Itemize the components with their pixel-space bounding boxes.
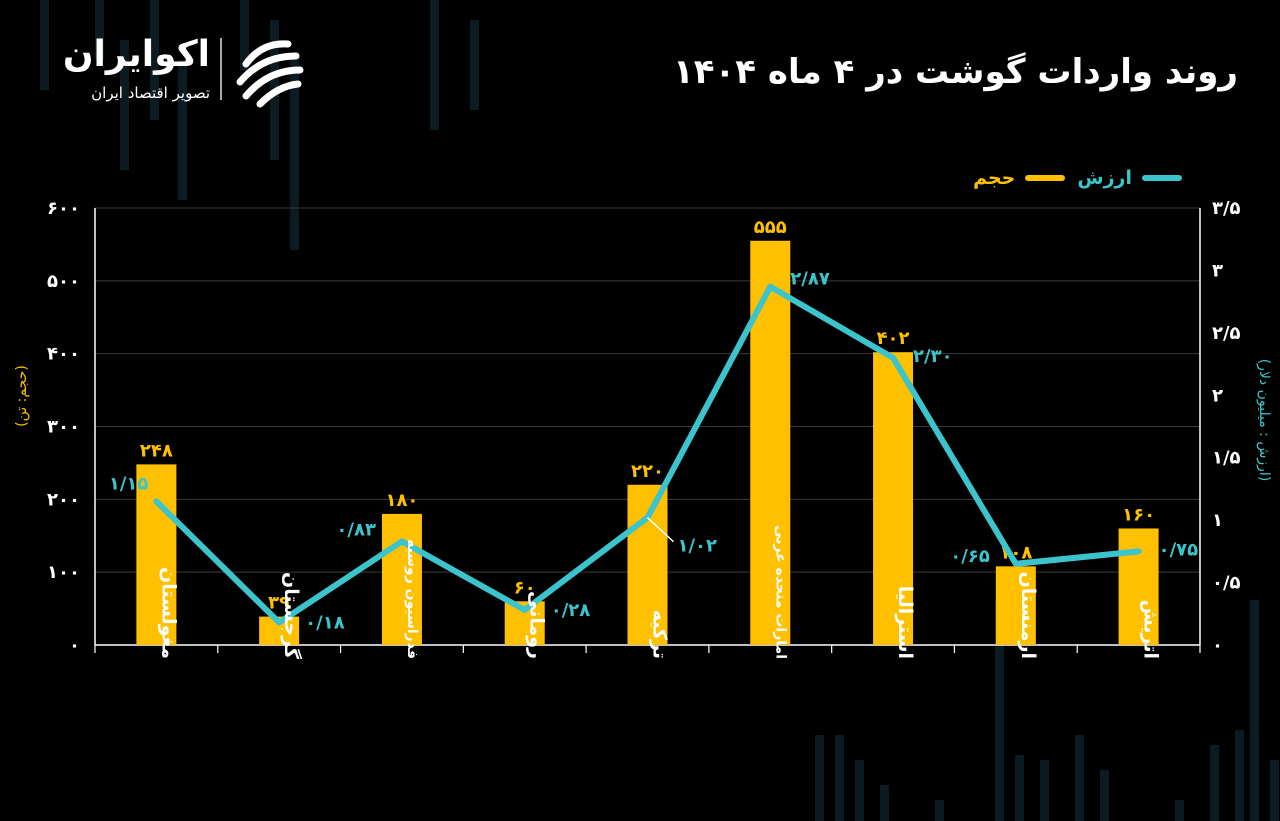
line-value-label: ۰/۶۵ [950, 546, 990, 567]
x-category-label: ترکیه [649, 610, 671, 659]
bar [873, 352, 914, 645]
deco-candle [995, 600, 1004, 821]
deco-candle [178, 60, 187, 200]
line-value-label: ۱/۱۵ [109, 473, 149, 494]
brand-tagline: تصویر اقتصاد ایران [91, 84, 210, 102]
x-category-label: اتریش [1140, 600, 1162, 659]
y-tick-label: ۶۰۰ [47, 198, 80, 219]
deco-candle [1015, 755, 1024, 821]
y-tick-label: ۱۰۰ [47, 562, 80, 583]
x-category-label: استرالیا [894, 586, 916, 659]
deco-candle [430, 0, 439, 130]
deco-candle [95, 0, 104, 60]
bar-value-label: ۲۲۰ [631, 461, 664, 482]
bar [136, 464, 177, 645]
bar-value-label: ۲۴۸ [140, 440, 173, 461]
line-value-label: ۰/۸۳ [336, 519, 376, 540]
deco-candle [835, 735, 844, 821]
bar-value-label: ۶۰ [514, 577, 536, 598]
deco-candle [470, 20, 479, 110]
line-value-label: ۲/۸۷ [790, 269, 830, 290]
legend-item-volume: حجم [973, 167, 1066, 189]
y2-tick-label: ۲ [1212, 385, 1223, 406]
x-category-label: امارات متحده عربی [772, 525, 788, 659]
y2-tick-label: ۲/۵ [1212, 323, 1241, 344]
chart-legend: ارزش حجم [973, 164, 1182, 192]
deco-candle [120, 40, 129, 170]
bar-value-label: ۴۰۲ [877, 328, 910, 349]
brand-name: اکوایران [62, 34, 210, 75]
y2-tick-label: ۱/۵ [1212, 448, 1241, 469]
legend-swatch-line [1142, 175, 1182, 181]
x-category-label: فدراسیون روسیه [404, 539, 420, 659]
deco-candle [1250, 600, 1259, 821]
label-leader-line [646, 517, 675, 543]
x-category-label: رومانی [526, 591, 548, 659]
legend-label-value: ارزش [1077, 167, 1132, 189]
line-value-label: ۰/۲۸ [551, 600, 591, 621]
deco-candle [935, 800, 944, 821]
y2-tick-label: ۱ [1212, 510, 1223, 531]
y2-tick-label: ۳/۵ [1212, 198, 1241, 219]
deco-candle [150, 0, 159, 120]
deco-candle [1175, 800, 1184, 821]
deco-candle [1040, 760, 1049, 821]
bar [995, 566, 1036, 645]
y2-tick-label: ۰/۵ [1212, 573, 1241, 594]
y-tick-label: ۵۰۰ [47, 271, 80, 292]
line-value-label: ۰/۷۵ [1159, 539, 1199, 560]
y2-tick-label: ۳ [1212, 260, 1223, 281]
legend-swatch-bar [1025, 175, 1066, 181]
deco-candle [1270, 760, 1279, 821]
deco-candle [880, 785, 889, 821]
bar [1118, 528, 1159, 645]
deco-candle [815, 735, 824, 821]
chart-title: روند واردات گوشت در ۴ ماه ۱۴۰۴ [673, 52, 1238, 92]
brand-logo: اکوایران تصویر اقتصاد ایران [50, 34, 310, 110]
deco-candle [1210, 745, 1219, 821]
line-value-label: ۲/۳۰ [913, 346, 953, 367]
y-tick-label: ۰ [69, 635, 80, 656]
deco-candle [855, 760, 864, 821]
bar-value-label: ۵۵۵ [754, 217, 787, 238]
x-category-label: گرجستان [280, 572, 303, 660]
legend-label-volume: حجم [973, 167, 1016, 189]
deco-candle [290, 60, 299, 250]
logo-divider [220, 38, 222, 100]
y-tick-label: ۳۰۰ [47, 417, 80, 438]
bar-value-label: ۳۹ [268, 593, 290, 614]
deco-candle [1075, 735, 1084, 821]
y-axis-title: (حجم: تن) [14, 365, 30, 427]
y2-axis-title: (ارزش : میلیون دلار) [1256, 359, 1272, 482]
bar [381, 513, 422, 645]
y-tick-label: ۴۰۰ [47, 344, 80, 365]
bar-value-label: ۱۸۰ [385, 490, 418, 511]
y2-tick-label: ۰ [1212, 635, 1223, 656]
deco-candle [1235, 730, 1244, 821]
deco-candle [240, 0, 249, 70]
line-value-label: ۰/۱۸ [305, 613, 345, 634]
deco-candle [1100, 770, 1109, 821]
legend-item-value: ارزش [1077, 167, 1182, 189]
line-value-label: ۱/۰۲ [678, 536, 718, 557]
deco-candle [40, 0, 49, 90]
bar-value-label: ۱۶۰ [1122, 504, 1155, 525]
y-tick-label: ۲۰۰ [47, 489, 80, 510]
x-category-label: مغولستان [157, 567, 179, 659]
brand-mark-icon [236, 40, 304, 108]
x-category-label: ارمنستان [1017, 572, 1039, 659]
